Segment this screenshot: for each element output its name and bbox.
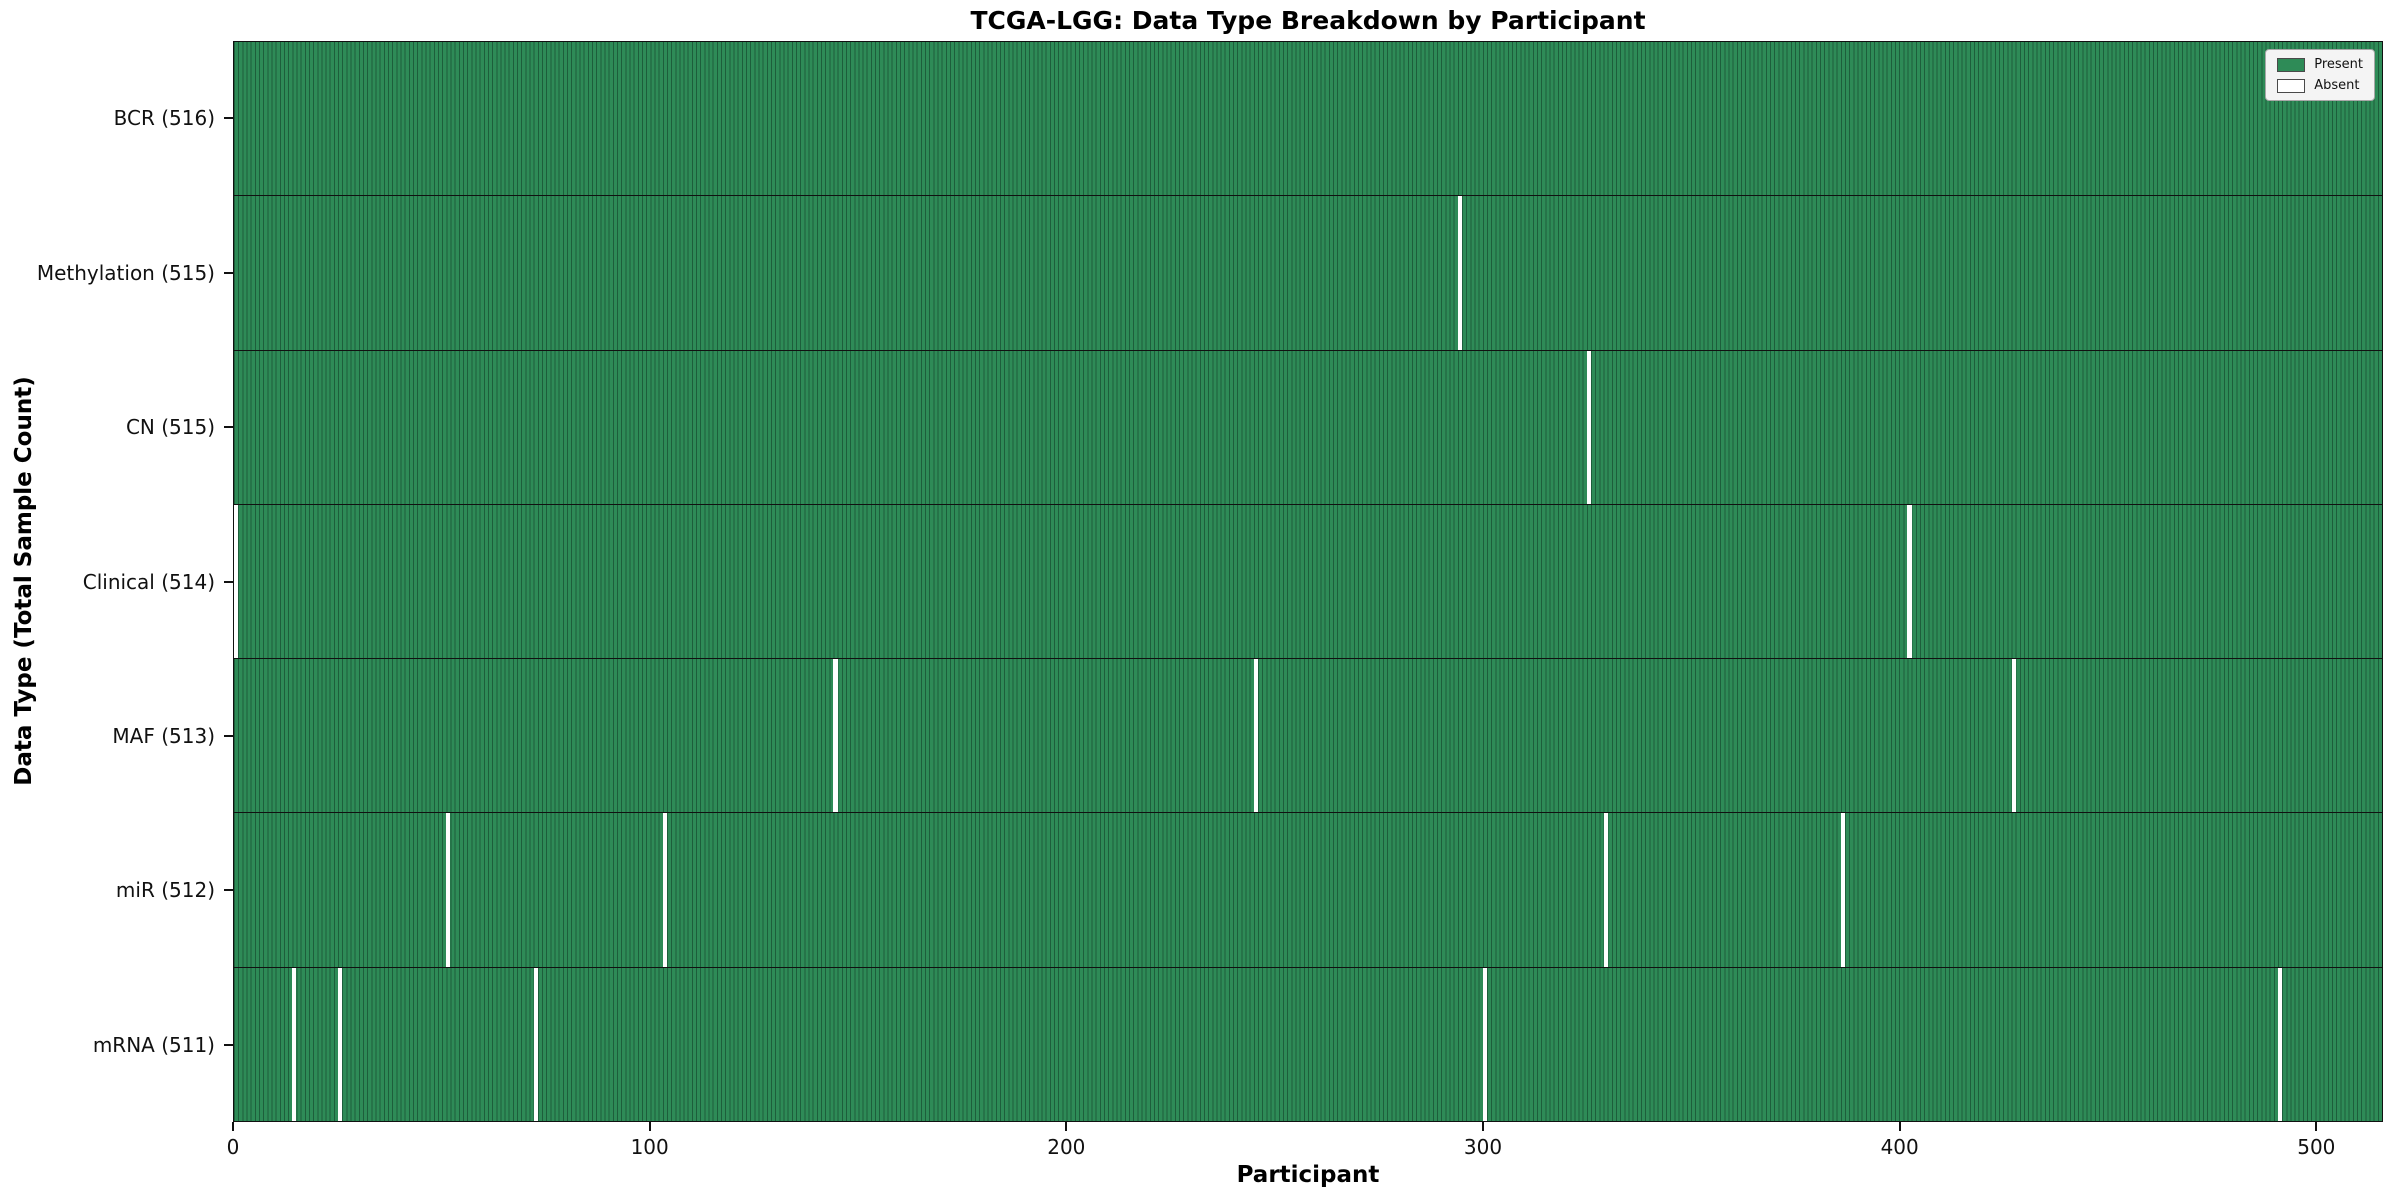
y-axis: BCR (516) Methylation (515) CN (515) Clinic… — [0, 41, 233, 1122]
plot-area: Present Absent — [233, 41, 2383, 1122]
absent-cell — [1840, 813, 1845, 967]
absent-cell — [292, 967, 297, 1121]
absent-cell — [1603, 813, 1608, 967]
absent-cell — [1457, 196, 1463, 350]
heatmap-row-methylation — [234, 196, 2382, 351]
y-tick-mark — [224, 1043, 233, 1046]
x-axis-label: Participant — [1236, 1162, 1380, 1188]
heatmap-row-mrna — [234, 967, 2382, 1121]
x-tick-mark — [1065, 1122, 1068, 1131]
legend-label-absent: Absent — [2314, 78, 2360, 93]
legend-swatch-present — [2277, 57, 2306, 72]
legend-swatch-absent — [2277, 78, 2306, 93]
x-tick-label: 400 — [1880, 1135, 1919, 1159]
heatmap-row-maf — [234, 659, 2382, 814]
x-tick-label: 100 — [630, 1135, 669, 1159]
heatmap-row-cn — [234, 350, 2382, 505]
x-axis: 0 100 200 300 400 500 — [227, 1122, 2383, 1182]
legend-item-present: Present — [2277, 57, 2363, 72]
absent-cell — [1482, 967, 1487, 1121]
absent-cell — [2011, 659, 2016, 813]
x-tick-label: 0 — [226, 1135, 240, 1159]
y-tick-label: MAF (513) — [112, 723, 215, 748]
y-tick-mark — [224, 271, 233, 274]
chart-title: TCGA-LGG: Data Type Breakdown by Partici… — [970, 6, 1646, 35]
heatmap-row-clinical — [234, 504, 2382, 660]
x-tick-label: 200 — [1047, 1135, 1086, 1159]
absent-cell — [446, 813, 451, 967]
heatmap-row-bcr — [234, 42, 2382, 197]
y-tick-mark — [224, 426, 233, 429]
y-tick-label: Clinical (514) — [82, 569, 215, 594]
y-tick-mark — [224, 734, 233, 737]
absent-cell — [662, 813, 667, 967]
y-tick-label: mRNA (511) — [92, 1032, 215, 1057]
legend-item-absent: Absent — [2277, 78, 2363, 93]
y-tick-label: miR (512) — [115, 878, 215, 903]
absent-cell — [533, 967, 538, 1121]
heatmap-row-mir — [234, 813, 2382, 968]
absent-cell — [234, 504, 239, 659]
legend: Present Absent — [2265, 49, 2375, 101]
absent-cell — [1907, 504, 1912, 659]
y-tick-mark — [224, 580, 233, 583]
absent-cell — [833, 659, 838, 813]
absent-cell — [338, 967, 343, 1121]
y-tick-label: CN (515) — [125, 415, 215, 440]
absent-cell — [1586, 350, 1592, 504]
x-tick-mark — [2315, 1122, 2318, 1131]
x-tick-mark — [648, 1122, 651, 1131]
x-tick-mark — [232, 1122, 234, 1131]
y-tick-mark — [224, 117, 233, 120]
x-tick-label: 300 — [1463, 1135, 1503, 1159]
x-tick-mark — [1898, 1122, 1901, 1131]
x-tick-label: 500 — [2297, 1135, 2336, 1159]
legend-label-present: Present — [2314, 57, 2363, 72]
y-tick-label: BCR (516) — [113, 106, 215, 131]
x-tick-mark — [1482, 1122, 1484, 1131]
y-tick-label: Methylation (515) — [36, 260, 215, 285]
y-tick-mark — [224, 889, 233, 892]
absent-cell — [2277, 967, 2283, 1121]
absent-cell — [1253, 659, 1259, 813]
